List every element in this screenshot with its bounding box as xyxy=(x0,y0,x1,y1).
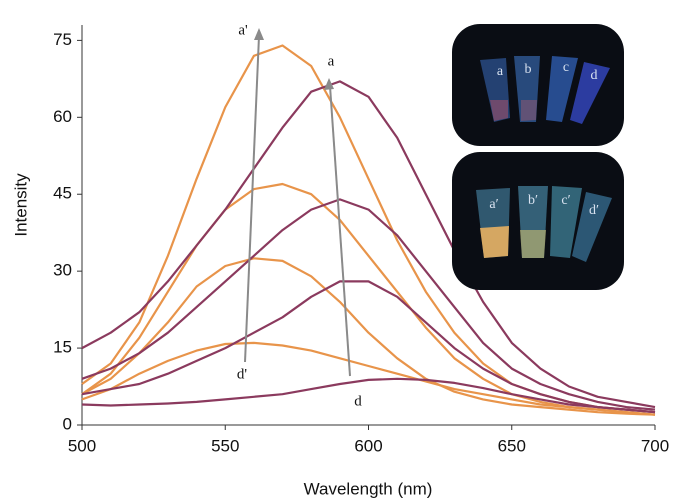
x-tick-label: 550 xyxy=(211,436,239,455)
inset-label: b′ xyxy=(528,193,538,208)
inset-label: c xyxy=(563,60,569,75)
inset-label: b xyxy=(525,62,532,77)
inset-label: a xyxy=(497,64,504,79)
x-tick-label: 650 xyxy=(498,436,526,455)
inset-label: d′ xyxy=(589,203,599,218)
y-axis-title: Intensity xyxy=(11,173,30,237)
spectrum-line xyxy=(81,377,656,414)
plot-area: 0 15 30 45 60 75 500 550 600 650 700 xyxy=(53,25,669,455)
y-tick-label: 0 xyxy=(63,414,72,433)
inset-label: d xyxy=(591,68,598,83)
annotation: a' xyxy=(238,22,248,38)
inset-photo-bottom xyxy=(452,152,624,290)
y-tick-label: 30 xyxy=(53,261,72,280)
spectrum-line xyxy=(81,280,656,414)
spectrum-line xyxy=(81,257,656,416)
x-axis-title: Wavelength (nm) xyxy=(304,479,433,498)
x-tick-label: 600 xyxy=(354,436,382,455)
x-tick-label: 700 xyxy=(641,436,669,455)
annotation: d' xyxy=(237,366,248,382)
spectrum-line xyxy=(81,198,656,411)
inset-photo-top xyxy=(452,24,624,146)
y-tick-label: 15 xyxy=(53,338,72,357)
y-tick-label: 45 xyxy=(53,184,72,203)
inset-label: c′ xyxy=(561,193,570,208)
spectrum-line xyxy=(81,80,656,409)
spectrum-line xyxy=(81,341,656,416)
trend-arrows xyxy=(244,28,351,377)
x-tick-label: 500 xyxy=(68,436,96,455)
y-tick-label: 60 xyxy=(53,107,72,126)
inset-label: a′ xyxy=(489,197,498,212)
y-tick-label: 75 xyxy=(53,30,72,49)
annotation: a xyxy=(328,53,335,69)
annotation: d xyxy=(354,393,362,409)
